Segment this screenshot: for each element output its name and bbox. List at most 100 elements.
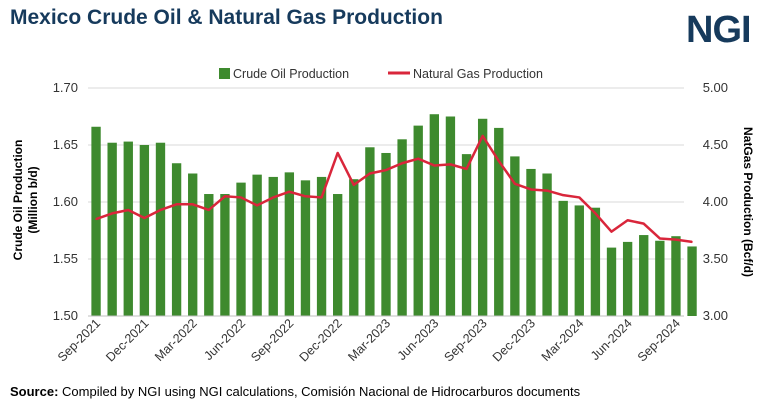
- crude-oil-bar: [590, 207, 601, 316]
- natural-gas-point: [304, 195, 307, 198]
- natural-gas-point: [401, 162, 403, 165]
- natural-gas-point: [159, 209, 162, 211]
- crude-oil-bar: [349, 179, 359, 316]
- natural-gas-point: [320, 196, 323, 199]
- source-note: Source: Compiled by NGI using NGI calcul…: [10, 384, 580, 399]
- natural-gas-point: [175, 203, 178, 206]
- crude-oil-bar: [542, 173, 552, 316]
- y-axis-left-title-line1: Crude Oil Production: [11, 140, 25, 261]
- natural-gas-point: [610, 230, 613, 233]
- y-axis-left-title-line2: (Million b/d): [26, 166, 40, 233]
- chart-area: 1.50 1.55 1.60 1.65 1.70 3.00 3.50 4.00 4.50 5.00…: [11, 67, 755, 364]
- natural-gas-point: [659, 237, 661, 240]
- crude-oil-bar: [268, 176, 278, 316]
- crude-oil-bar: [220, 194, 230, 316]
- crude-oil-bar: [333, 194, 343, 316]
- crude-oil-bar: [107, 142, 117, 316]
- natural-gas-point: [578, 196, 581, 199]
- x-tick-label: Jun-2024: [588, 316, 635, 363]
- natural-gas-point: [143, 217, 146, 219]
- crude-oil-bar: [236, 182, 246, 316]
- natural-gas-point: [594, 212, 597, 215]
- natural-gas-point: [369, 172, 371, 175]
- natural-gas-point: [546, 189, 548, 192]
- crude-oil-bar: [252, 174, 262, 316]
- natural-gas-point: [288, 190, 291, 193]
- crude-oil-bar: [91, 126, 101, 316]
- crude-oil-bar: [494, 127, 504, 317]
- y-tick-left: 1.55: [53, 251, 78, 266]
- natural-gas-point: [95, 218, 97, 220]
- x-tick-label: Sep-2024: [635, 316, 683, 364]
- legend: Crude Oil Production Natural Gas Product…: [219, 67, 543, 81]
- y-tick-right: 5.00: [703, 80, 728, 95]
- natural-gas-point: [191, 203, 194, 206]
- legend-label-crude-oil: Crude Oil Production: [233, 67, 349, 81]
- natural-gas-point: [224, 195, 226, 198]
- chart-title: Mexico Crude Oil & Natural Gas Productio…: [10, 6, 443, 29]
- legend-swatch-crude-oil: [219, 68, 230, 79]
- y-tick-right: 4.50: [703, 137, 728, 152]
- natural-gas-point: [336, 152, 339, 154]
- legend-label-natural-gas: Natural Gas Production: [413, 67, 543, 81]
- crude-oil-bar: [461, 154, 472, 316]
- y-tick-left: 1.50: [53, 308, 78, 323]
- natural-gas-point: [417, 157, 420, 160]
- crude-oil-bars: [91, 114, 697, 317]
- natural-gas-point: [642, 222, 645, 225]
- crude-oil-bar: [155, 142, 166, 316]
- crude-oil-bar: [622, 241, 633, 316]
- natural-gas-point: [465, 168, 468, 170]
- natural-gas-point: [691, 241, 693, 243]
- x-tick-label: Dec-2021: [103, 316, 151, 364]
- natural-gas-point: [111, 212, 113, 215]
- crude-oil-bar: [188, 173, 198, 316]
- y-tick-right: 4.00: [703, 194, 728, 209]
- crude-oil-bar: [510, 156, 520, 316]
- x-tick-label: Sep-2023: [442, 316, 490, 364]
- y-tick-left: 1.70: [53, 80, 78, 95]
- natural-gas-point: [514, 182, 516, 185]
- natural-gas-point: [208, 209, 210, 211]
- x-tick-label: Dec-2022: [297, 316, 345, 364]
- natural-gas-point: [497, 160, 500, 162]
- crude-oil-bar: [606, 247, 617, 316]
- x-tick-label: Mar-2024: [539, 316, 587, 364]
- crude-oil-bar: [687, 246, 697, 316]
- source-text: Compiled by NGI using NGI calculations, …: [58, 384, 581, 399]
- crude-oil-bar: [671, 236, 681, 316]
- natural-gas-point: [272, 196, 275, 199]
- x-tick-label: Mar-2023: [345, 316, 393, 364]
- source-label: Source:: [10, 384, 59, 399]
- natural-gas-point: [352, 184, 355, 186]
- ngi-logo: NGI: [686, 9, 752, 51]
- crude-oil-bar: [397, 139, 407, 316]
- natural-gas-point: [240, 196, 242, 199]
- x-tick-label: Sep-2022: [248, 316, 296, 364]
- y-tick-right: 3.50: [703, 251, 728, 266]
- crude-oil-bar: [300, 180, 311, 316]
- natural-gas-point: [449, 163, 452, 166]
- y-axis-right-title: NatGas Production (Bcf/d): [741, 127, 755, 277]
- natural-gas-point: [481, 135, 484, 137]
- x-tick-label: Sep-2021: [55, 316, 103, 364]
- crude-oil-bar: [477, 118, 488, 316]
- x-tick-label: Jun-2023: [395, 316, 442, 363]
- crude-oil-bar: [204, 194, 214, 316]
- crude-oil-bar: [123, 141, 133, 316]
- crude-oil-bar: [413, 125, 423, 317]
- crude-oil-bar: [381, 152, 391, 316]
- natural-gas-point: [530, 188, 532, 191]
- crude-oil-bar: [655, 240, 665, 316]
- crude-oil-bar: [574, 205, 584, 316]
- natural-gas-point: [562, 194, 564, 196]
- crude-oil-bar: [445, 116, 456, 316]
- crude-oil-bar: [639, 235, 649, 316]
- y-tick-right: 3.00: [703, 308, 728, 323]
- x-tick-label: Jun-2022: [201, 316, 248, 363]
- natural-gas-point: [385, 169, 387, 171]
- x-tick-label: Mar-2022: [152, 316, 200, 364]
- crude-oil-bar: [284, 172, 295, 316]
- natural-gas-point: [433, 164, 436, 167]
- crude-oil-bar: [171, 163, 182, 316]
